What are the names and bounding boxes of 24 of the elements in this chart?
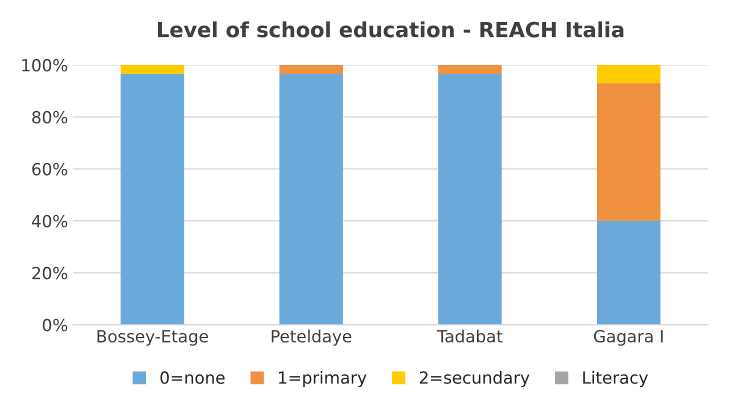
x-tick-label: Peteldaye (272, 330, 352, 346)
x-tick-label: Bossey-Etage (98, 330, 208, 346)
bar (279, 74, 343, 325)
y-tick-label: 80% (32, 110, 68, 124)
bar (279, 64, 343, 74)
y-tick-label: 0% (42, 318, 68, 332)
y-tick-label: 20% (32, 266, 68, 280)
y-tick-label: 100% (22, 58, 68, 72)
bar (596, 83, 660, 221)
y-tick-label: 40% (32, 214, 68, 228)
bar (596, 64, 660, 84)
bar (120, 64, 184, 74)
legend-label: Literacy (583, 370, 648, 388)
x-tick-label: Gagara I (594, 330, 663, 346)
y-tick-label: 60% (32, 162, 68, 176)
chart-title: Level of school education - REACH Italia (158, 21, 624, 38)
legend-label: 1=primary (279, 370, 366, 388)
bar (120, 74, 184, 325)
legend-label: 2=secundary (420, 370, 530, 388)
bar (438, 74, 502, 325)
x-tick-label: Tadabat (437, 330, 502, 343)
legend-label: 0=none (160, 371, 225, 384)
bar (438, 64, 502, 74)
bar (596, 220, 660, 325)
